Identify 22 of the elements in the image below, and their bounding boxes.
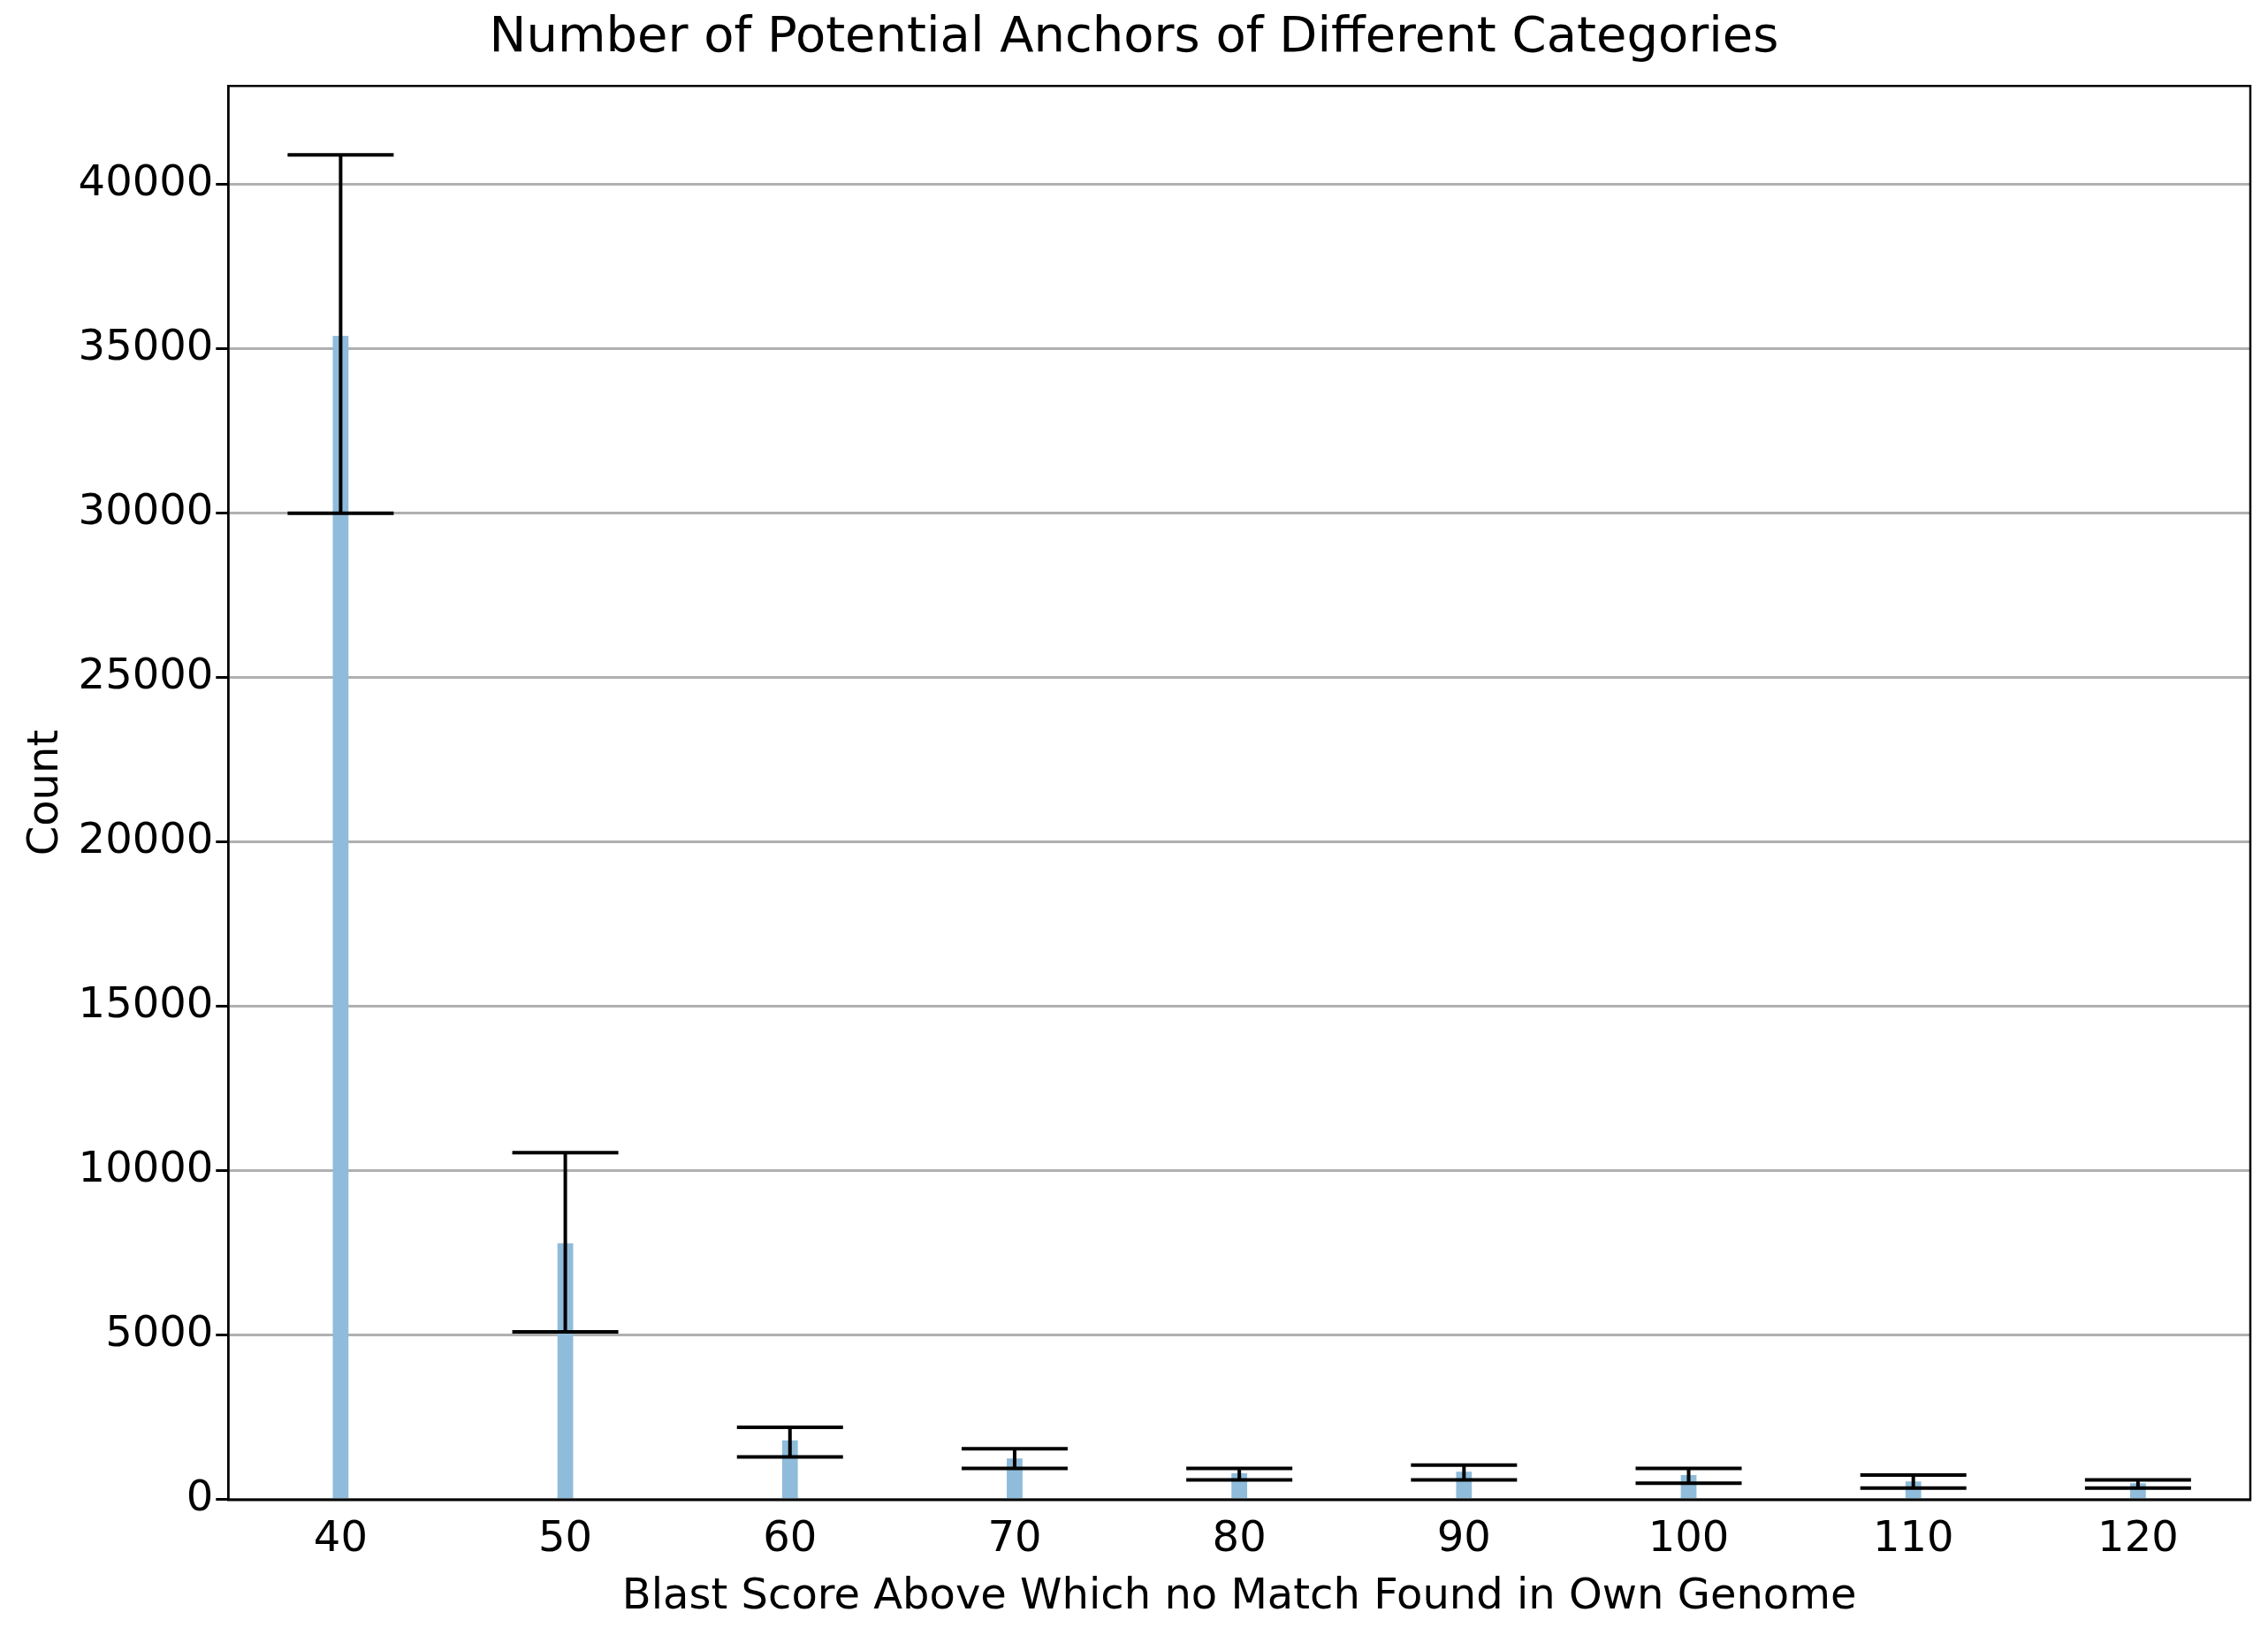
x-tick-label: 60 [763, 1511, 818, 1562]
x-tick-label: 110 [1872, 1511, 1954, 1562]
y-axis-title: Count [18, 729, 68, 856]
x-tick-label: 90 [1436, 1511, 1491, 1562]
x-tick-label: 120 [2097, 1511, 2179, 1562]
y-tick-label: 10000 [78, 1142, 214, 1192]
y-tick-label: 40000 [78, 156, 214, 206]
y-tick-label: 25000 [78, 649, 214, 699]
x-tick-label: 50 [538, 1511, 593, 1562]
x-tick-label: 70 [987, 1511, 1042, 1562]
x-axis-title: Blast Score Above Which no Match Found in Own Genome [621, 1568, 1857, 1618]
y-tick-label: 15000 [78, 977, 214, 1028]
y-tick-label: 20000 [78, 813, 214, 863]
chart-title: Number of Potential Anchors of Different Categories [489, 5, 1779, 64]
y-tick-label: 0 [186, 1471, 214, 1521]
bar [332, 335, 349, 1499]
x-tick-label: 100 [1648, 1511, 1730, 1562]
y-tick-label: 5000 [105, 1306, 214, 1357]
x-tick-label: 80 [1212, 1511, 1267, 1562]
y-tick-label: 30000 [78, 484, 214, 535]
y-tick-label: 35000 [78, 320, 214, 370]
x-tick-label: 40 [313, 1511, 368, 1562]
